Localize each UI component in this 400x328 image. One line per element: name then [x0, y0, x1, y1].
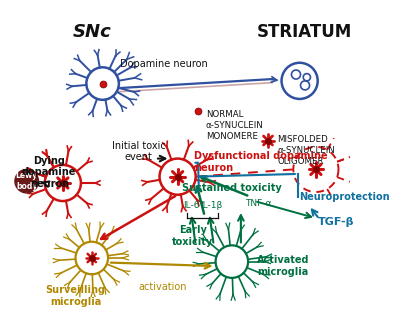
Text: Dying
dopamine
neuron: Dying dopamine neuron: [22, 156, 76, 189]
Text: NORMAL
α-SYNUCLEIN
MONOMERE: NORMAL α-SYNUCLEIN MONOMERE: [206, 110, 263, 141]
Circle shape: [15, 170, 38, 193]
Text: Activated
microglia: Activated microglia: [257, 255, 310, 277]
Text: SNc: SNc: [72, 23, 111, 41]
Text: TNF-α: TNF-α: [245, 199, 272, 208]
Text: TGF-β: TGF-β: [318, 217, 354, 227]
Text: Sustained toxicity: Sustained toxicity: [182, 183, 282, 193]
Text: Early
toxicity: Early toxicity: [172, 225, 214, 247]
Text: IL-1β: IL-1β: [200, 201, 222, 210]
Text: Lewy
body: Lewy body: [16, 172, 38, 191]
Text: Dysfunctional dopamine
neuron: Dysfunctional dopamine neuron: [194, 151, 328, 173]
Text: activation: activation: [138, 282, 186, 292]
Text: Initial toxic
event: Initial toxic event: [112, 140, 166, 162]
Text: Surveilling
microglia: Surveilling microglia: [46, 285, 106, 307]
Text: Dopamine neuron: Dopamine neuron: [120, 59, 208, 69]
Text: MISFOLDED
α-SYNUCLEIN
OLIGOMER: MISFOLDED α-SYNUCLEIN OLIGOMER: [277, 135, 335, 166]
Text: IL-6: IL-6: [183, 201, 200, 210]
Text: Neuroprotection: Neuroprotection: [300, 192, 390, 201]
Text: STRIATUM: STRIATUM: [256, 23, 352, 41]
